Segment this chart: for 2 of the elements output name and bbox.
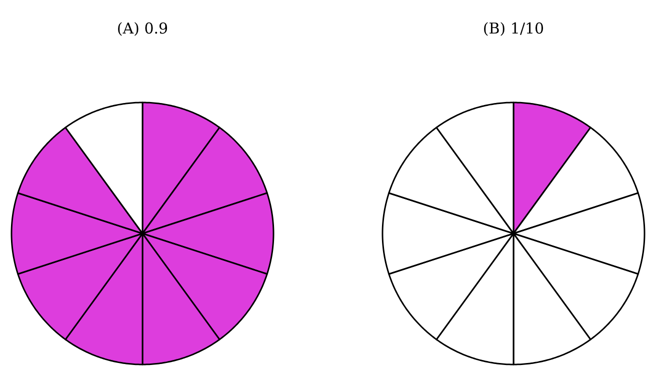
- chart-title: (B) 1/10: [482, 20, 544, 38]
- chart-title: (A) 0.9: [116, 20, 168, 38]
